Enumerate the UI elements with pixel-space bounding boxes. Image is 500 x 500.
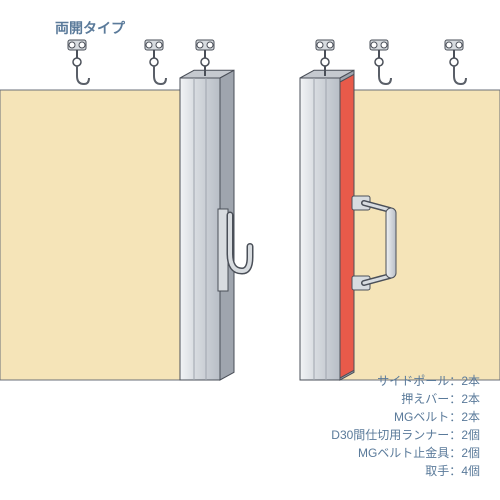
runner-0 [68,40,89,84]
spec-row: MGベルト止金具：2個 [331,444,480,462]
spec-row: MGベルト：2本 [331,408,480,426]
handle-bar-right [386,208,396,278]
runner-5 [445,40,466,84]
spec-row: 押えバー：2本 [331,390,480,408]
curtain-panel [0,90,185,380]
spec-row: サイドポール：2本 [331,372,480,390]
side-pole-right-front [300,78,340,380]
runner-4 [370,40,391,84]
spec-row: D30間仕切用ランナー：2個 [331,426,480,444]
runner-1 [145,40,166,84]
mg-belt-strip [340,74,354,378]
spec-row: 取手：4個 [331,462,480,480]
side-pole-left-front [180,78,220,380]
spec-list: サイドポール：2本 押えバー：2本 MGベルト：2本 D30間仕切用ランナー：2… [331,372,480,480]
